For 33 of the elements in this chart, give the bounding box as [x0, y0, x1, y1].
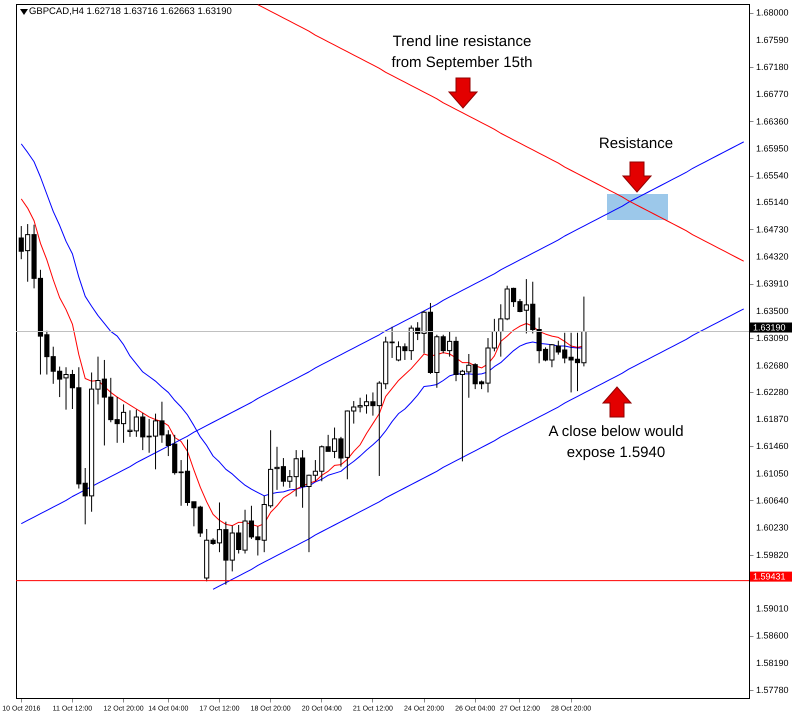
y-tick-label: 1.61870 [756, 414, 789, 424]
y-tick-label: 1.58600 [756, 630, 789, 641]
line-series [257, 4, 744, 262]
y-tick-label: 1.60230 [756, 522, 789, 533]
y-tick-label: 1.63910 [756, 278, 789, 289]
y-tick-label: 1.58190 [756, 658, 789, 668]
annotation: Trend line resistance from September 15th [392, 33, 532, 71]
y-tick-label: 1.67590 [756, 34, 789, 45]
annotation: A close below would expose 1.5940 [548, 423, 684, 461]
y-tick-label: 1.57780 [756, 685, 789, 696]
chart-title: GBPCAD,H4 1.62718 1.63716 1.62663 1.63190 [29, 6, 232, 17]
y-tick-label: 1.65140 [756, 197, 789, 208]
y-tick-label: 1.62680 [756, 360, 789, 370]
y-tick-label: 1.61460 [756, 441, 789, 452]
line-series [212, 308, 744, 590]
y-tick-label: 1.59010 [756, 604, 789, 614]
ref-line-label: 1.59431 [753, 572, 786, 582]
annotation: Resistance [598, 135, 674, 152]
y-tick-label: 1.66770 [756, 89, 789, 100]
y-tick-label: 1.63500 [756, 306, 789, 316]
y-tick-label: 1.63090 [756, 333, 789, 344]
y-tick-label: 1.64730 [756, 224, 789, 234]
y-tick-label: 1.62280 [756, 386, 789, 397]
y-tick-label: 1.61050 [756, 468, 789, 478]
y-tick-label: 1.59820 [756, 550, 789, 560]
y-tick-label: 1.65950 [756, 144, 789, 154]
y-tick-label: 1.68000 [756, 8, 789, 18]
y-tick-label: 1.66360 [756, 116, 789, 126]
y-tick-label: 1.64320 [756, 252, 789, 262]
ref-line-label: 1.63190 [753, 322, 786, 332]
y-tick-label: 1.60640 [756, 495, 789, 506]
y-tick-label: 1.67180 [756, 62, 789, 72]
y-tick-label: 1.65540 [756, 170, 789, 181]
